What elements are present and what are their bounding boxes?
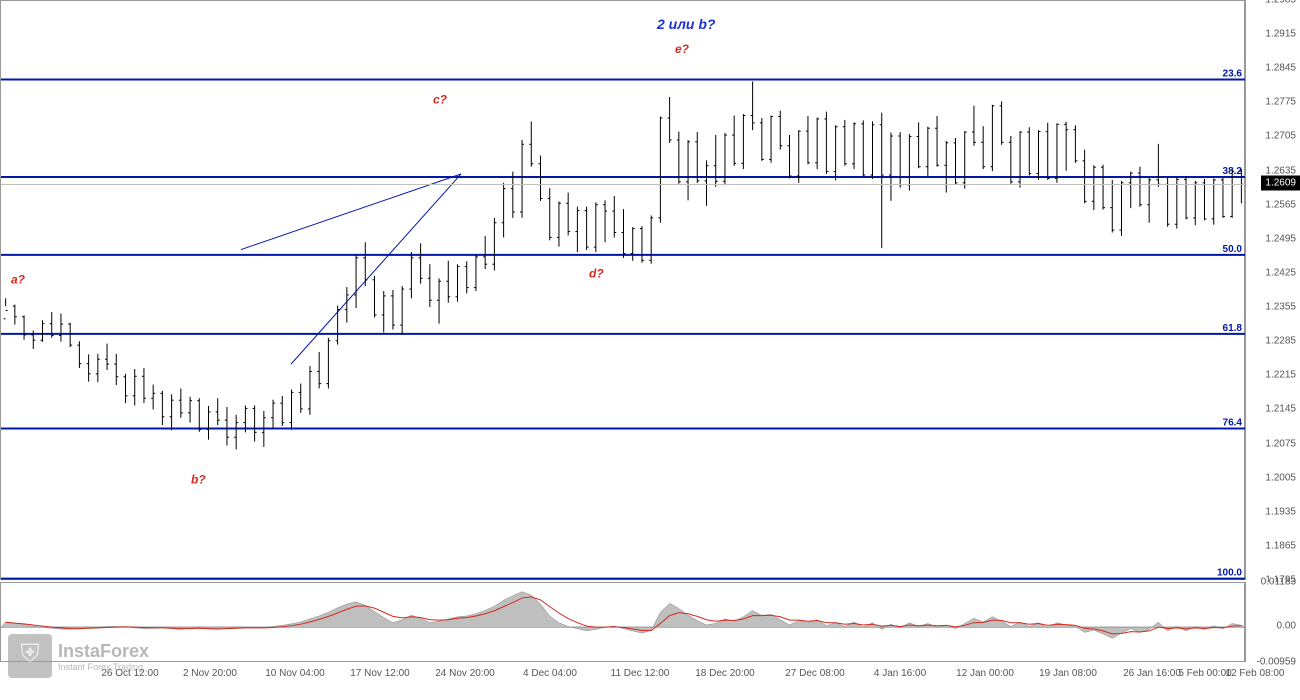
y-tick-label: 1.2145: [1265, 404, 1296, 415]
svg-text:e?: e?: [675, 42, 690, 56]
x-tick-label: 12 Jan 00:00: [956, 668, 1014, 679]
x-tick-label: 17 Nov 12:00: [350, 668, 410, 679]
y-tick-label: 1.2075: [1265, 438, 1296, 449]
x-tick-label: 12 Feb 08:00: [1226, 668, 1285, 679]
y-tick-label: 1.2565: [1265, 199, 1296, 210]
y-tick-label: 1.1865: [1265, 540, 1296, 551]
indicator-y-tick-label: -0.00959: [1257, 657, 1296, 668]
svg-text:76.4: 76.4: [1223, 417, 1243, 428]
logo-tagline: Instant Forex Trading: [58, 662, 149, 672]
y-tick-label: 1.2355: [1265, 302, 1296, 313]
x-tick-label: 24 Nov 20:00: [435, 668, 495, 679]
y-tick-label: 1.2915: [1265, 29, 1296, 40]
indicator-y-tick-label: 0.00: [1277, 621, 1296, 632]
y-tick-label: 1.2635: [1265, 165, 1296, 176]
svg-text:b?: b?: [191, 473, 206, 487]
logo-icon: [8, 634, 52, 678]
indicator-svg: [1, 583, 1246, 663]
svg-text:2 или b?: 2 или b?: [656, 16, 716, 32]
y-tick-label: 1.1935: [1265, 506, 1296, 517]
indicator-y-tick-label: 0.01183: [1261, 577, 1296, 588]
x-tick-label: 18 Dec 20:00: [695, 668, 755, 679]
x-tick-label: 5 Feb 00:00: [1178, 668, 1231, 679]
svg-text:a?: a?: [11, 273, 26, 287]
svg-text:c?: c?: [433, 92, 448, 106]
x-tick-label: 11 Dec 12:00: [611, 668, 670, 679]
x-tick-label: 19 Jan 08:00: [1039, 668, 1097, 679]
y-tick-label: 1.2005: [1265, 472, 1296, 483]
x-tick-label: 10 Nov 04:00: [265, 668, 325, 679]
y-tick-label: 1.2705: [1265, 131, 1296, 142]
y-tick-label: 1.2495: [1265, 233, 1296, 244]
svg-text:100.0: 100.0: [1217, 568, 1242, 579]
x-tick-label: 26 Jan 16:00: [1123, 668, 1181, 679]
candlestick-svg: 23.638.250.061.876.4100.0a?b?c?d?e?2 или…: [1, 1, 1246, 581]
time-x-axis: 26 Oct 12:002 Nov 20:0010 Nov 04:0017 No…: [0, 664, 1245, 700]
svg-text:23.6: 23.6: [1223, 68, 1243, 79]
y-tick-label: 1.2285: [1265, 336, 1296, 347]
y-tick-label: 1.2845: [1265, 63, 1296, 74]
watermark-logo: InstaForex Instant Forex Trading: [8, 634, 149, 678]
x-tick-label: 4 Jan 16:00: [874, 668, 926, 679]
indicator-panel[interactable]: [0, 582, 1245, 662]
logo-text: InstaForex Instant Forex Trading: [58, 641, 149, 672]
price-chart[interactable]: 23.638.250.061.876.4100.0a?b?c?d?e?2 или…: [0, 0, 1245, 580]
x-tick-label: 2 Nov 20:00: [183, 668, 237, 679]
y-tick-label: 1.2775: [1265, 97, 1296, 108]
y-tick-label: 1.2425: [1265, 267, 1296, 278]
current-price-line: [1, 184, 1246, 185]
x-tick-label: 27 Dec 08:00: [785, 668, 845, 679]
x-tick-label: 4 Dec 04:00: [523, 668, 577, 679]
logo-brand: InstaForex: [58, 641, 149, 662]
y-tick-label: 1.2215: [1265, 370, 1296, 381]
svg-text:50.0: 50.0: [1223, 244, 1243, 255]
price-y-axis: 1.2609 1.2985 1.2915 1.2845 1.2775 1.2705 1.2…: [1245, 0, 1300, 580]
current-price-badge: 1.2609: [1261, 176, 1300, 191]
svg-text:d?: d?: [589, 266, 604, 280]
svg-text:61.8: 61.8: [1223, 323, 1243, 334]
current-price-value: 1.2609: [1265, 178, 1296, 189]
y-tick-label: 1.2985: [1265, 0, 1296, 6]
indicator-y-axis: 0.011830.00-0.00959: [1245, 582, 1300, 662]
